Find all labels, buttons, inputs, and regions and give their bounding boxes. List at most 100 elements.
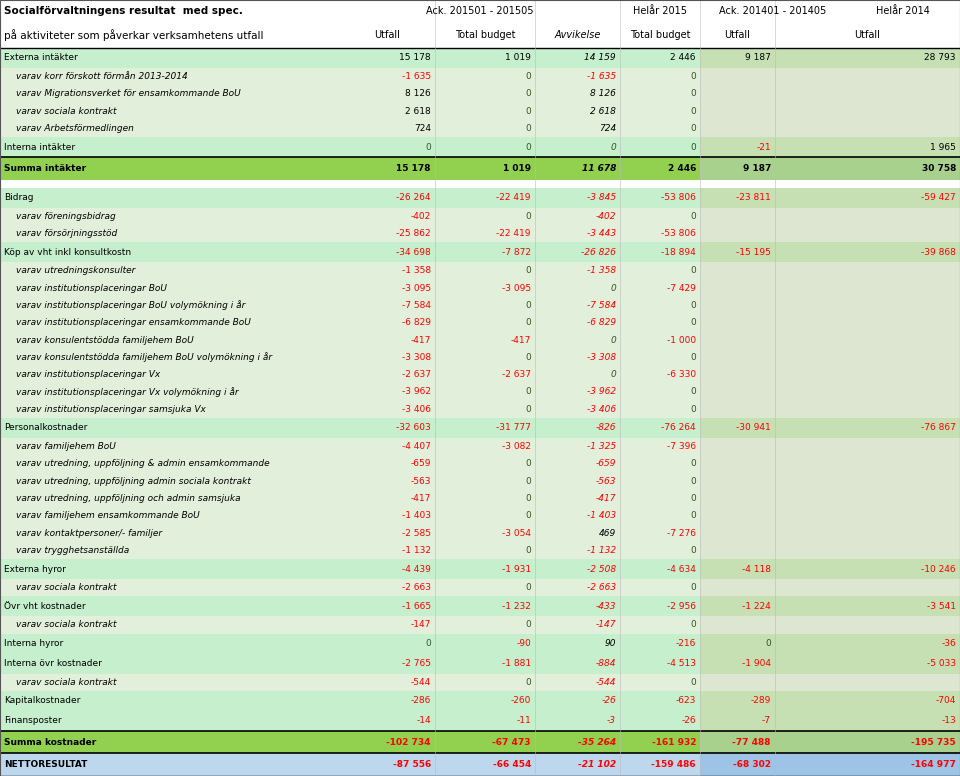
Text: varav kontaktpersoner/- familjer: varav kontaktpersoner/- familjer: [16, 528, 162, 538]
Text: 2 446: 2 446: [667, 164, 696, 173]
Text: 2 618: 2 618: [590, 106, 616, 116]
Bar: [0, 438, 700, 456]
Bar: [700, 383, 960, 400]
Text: 724: 724: [414, 124, 431, 133]
Text: -10 246: -10 246: [922, 564, 956, 573]
Text: -6 829: -6 829: [402, 318, 431, 327]
Text: 0: 0: [525, 212, 531, 221]
Text: 724: 724: [599, 124, 616, 133]
Text: -1 358: -1 358: [402, 266, 431, 275]
Bar: [0, 542, 700, 559]
Bar: [700, 711, 960, 731]
Bar: [700, 102, 960, 120]
Text: Ack. 201401 - 201405: Ack. 201401 - 201405: [719, 5, 827, 16]
Text: 0: 0: [525, 72, 531, 81]
Text: 0: 0: [525, 143, 531, 151]
Text: -402: -402: [595, 212, 616, 221]
Text: -2 508: -2 508: [587, 564, 616, 573]
Text: 0: 0: [525, 301, 531, 310]
Bar: [0, 731, 700, 753]
Text: -147: -147: [595, 621, 616, 629]
Text: -7 584: -7 584: [402, 301, 431, 310]
Text: 9 187: 9 187: [743, 164, 771, 173]
Text: -2 585: -2 585: [402, 528, 431, 538]
Text: varav institutionsplaceringar ensamkommande BoU: varav institutionsplaceringar ensamkomma…: [16, 318, 251, 327]
Bar: [700, 137, 960, 157]
Text: varav försörjningsstöd: varav försörjningsstöd: [16, 229, 117, 238]
Bar: [0, 711, 700, 731]
Text: Ack. 201501 - 201505: Ack. 201501 - 201505: [426, 5, 534, 16]
Text: 0: 0: [690, 353, 696, 362]
Text: Total budget: Total budget: [630, 29, 690, 40]
Text: -544: -544: [595, 677, 616, 687]
Bar: [700, 208, 960, 225]
Text: -826: -826: [595, 424, 616, 432]
Text: 0: 0: [611, 335, 616, 345]
Text: Utfall: Utfall: [854, 29, 880, 40]
Text: Total budget: Total budget: [455, 29, 516, 40]
Bar: [700, 616, 960, 633]
Text: -6 829: -6 829: [587, 318, 616, 327]
Bar: [700, 242, 960, 262]
Text: -4 407: -4 407: [402, 442, 431, 451]
Text: varav institutionsplaceringar BoU volymökning i år: varav institutionsplaceringar BoU volymö…: [16, 300, 246, 310]
Bar: [0, 418, 700, 438]
Bar: [700, 559, 960, 579]
Bar: [700, 674, 960, 691]
Bar: [0, 68, 700, 85]
Text: -5 033: -5 033: [926, 659, 956, 668]
Text: -2 637: -2 637: [402, 370, 431, 379]
Text: 0: 0: [425, 639, 431, 648]
Bar: [0, 366, 700, 383]
Text: -53 806: -53 806: [661, 193, 696, 203]
Text: -22 419: -22 419: [496, 229, 531, 238]
Text: -216: -216: [676, 639, 696, 648]
Text: -260: -260: [511, 696, 531, 705]
Bar: [0, 753, 700, 776]
Text: varav sociala kontrakt: varav sociala kontrakt: [16, 583, 116, 592]
Text: -26: -26: [682, 716, 696, 726]
Text: -286: -286: [411, 696, 431, 705]
Text: -36: -36: [941, 639, 956, 648]
Text: -1 132: -1 132: [402, 546, 431, 555]
Bar: [0, 348, 700, 366]
Bar: [0, 456, 700, 473]
Text: -3 095: -3 095: [502, 284, 531, 293]
Text: -3 095: -3 095: [402, 284, 431, 293]
Text: 14 159: 14 159: [585, 54, 616, 62]
Text: -35 264: -35 264: [578, 737, 616, 747]
Text: -1 931: -1 931: [502, 564, 531, 573]
Text: varav utredningskonsulter: varav utredningskonsulter: [16, 266, 135, 275]
Text: -2 663: -2 663: [587, 583, 616, 592]
Text: Interna intäkter: Interna intäkter: [4, 143, 75, 151]
Bar: [0, 559, 700, 579]
Text: -1 881: -1 881: [502, 659, 531, 668]
Text: varav utredning, uppföljning och admin samsjuka: varav utredning, uppföljning och admin s…: [16, 494, 241, 503]
Text: -402: -402: [411, 212, 431, 221]
Text: Externa intäkter: Externa intäkter: [4, 54, 78, 62]
Bar: [700, 579, 960, 596]
Bar: [0, 691, 700, 711]
Bar: [0, 262, 700, 279]
Text: -3 541: -3 541: [927, 602, 956, 611]
Text: -623: -623: [676, 696, 696, 705]
Text: -11: -11: [516, 716, 531, 726]
Text: 0: 0: [525, 318, 531, 327]
Text: -289: -289: [751, 696, 771, 705]
Text: -1 325: -1 325: [587, 442, 616, 451]
Text: -34 698: -34 698: [396, 248, 431, 257]
Bar: [0, 653, 700, 674]
Text: -1 403: -1 403: [402, 511, 431, 520]
Text: 0: 0: [690, 387, 696, 397]
Text: -3 082: -3 082: [502, 442, 531, 451]
Text: -76 264: -76 264: [661, 424, 696, 432]
Text: -563: -563: [411, 476, 431, 486]
Text: -13: -13: [941, 716, 956, 726]
Text: -659: -659: [411, 459, 431, 469]
Text: varav Arbetsförmedlingen: varav Arbetsförmedlingen: [16, 124, 133, 133]
Text: varav sociala kontrakt: varav sociala kontrakt: [16, 677, 116, 687]
Text: 0: 0: [690, 405, 696, 414]
Text: varav föreningsbidrag: varav föreningsbidrag: [16, 212, 116, 221]
Text: -1 635: -1 635: [402, 72, 431, 81]
Text: -90: -90: [516, 639, 531, 648]
